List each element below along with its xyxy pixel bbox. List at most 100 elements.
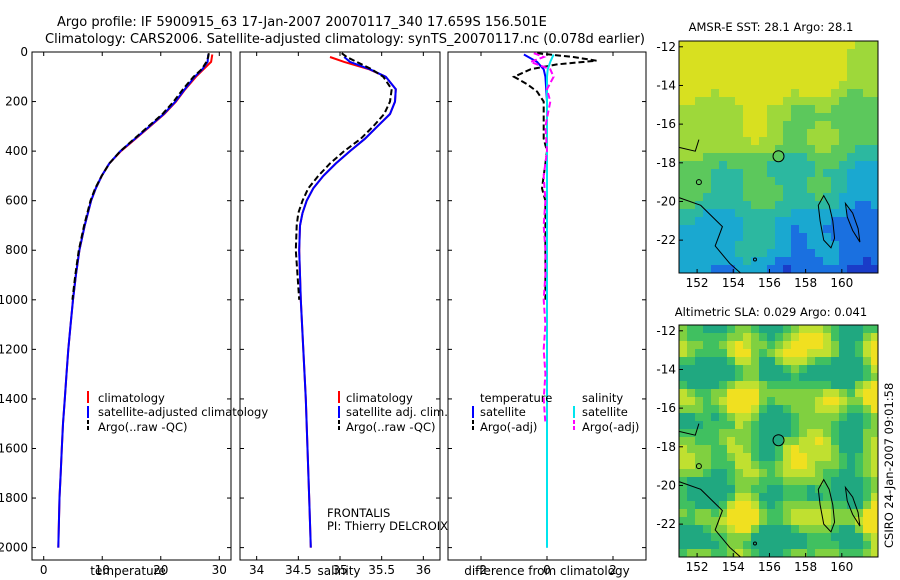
map-cell [687,357,695,365]
legend-label-satellite-adjusted: satellite-adjusted climatology [98,405,268,419]
map-cell [871,105,878,113]
map-cell [815,65,823,73]
map-cell [687,381,695,389]
map-cell [735,137,743,145]
map-cell [735,333,743,341]
map-cell [839,169,847,177]
map-cell [703,421,711,429]
map-cell [759,137,767,145]
map-cell [807,405,815,413]
map-cell [855,437,863,445]
map-cell [799,137,807,145]
map-cell [743,49,751,57]
map-cell [791,129,799,137]
map-cell [831,365,839,373]
map-cell [783,193,791,201]
map-cell [839,509,847,517]
map-cell [711,333,719,341]
map-cell [767,325,775,333]
map-cell [711,349,719,357]
y-tick-label: 1800 [0,491,28,505]
map-cell [751,533,759,541]
map-cell [791,89,799,97]
map-cell [735,145,743,153]
map-cell [735,97,743,105]
map-cell [711,57,719,65]
map-cell [767,257,775,265]
map-cell [735,257,743,265]
legend-label-sal-satellite: satellite [582,405,628,419]
map-cell [855,225,863,233]
map-cell [799,41,807,49]
map-cell [799,241,807,249]
map-cell [687,265,695,273]
map-cell [855,533,863,541]
map-cell [751,501,759,509]
map-cell [759,113,767,121]
map-cell [775,453,783,461]
map-cell [695,437,703,445]
legend-label-sal-argo: Argo(-adj) [582,420,639,434]
map-cell [775,349,783,357]
map-cell [863,121,871,129]
map-cell [839,233,847,241]
map-cell [847,469,855,477]
map-cell [743,81,751,89]
map-cell [839,81,847,89]
map-cell [775,461,783,469]
map-cell [711,73,719,81]
map-cell [855,541,863,549]
legend-label-satellite-adj: satellite adj. clim. [346,405,448,419]
map-cell [807,389,815,397]
map-cell [695,333,703,341]
map-cell [735,113,743,121]
map-cell [775,209,783,217]
map-cell [751,445,759,453]
map-cell [767,153,775,161]
series-climatology [57,54,214,548]
map-cell [823,357,831,365]
map-cell [743,209,751,217]
map-cell [759,437,767,445]
map-cell [759,405,767,413]
map-cell [839,89,847,97]
map-cell [863,81,871,89]
map-cell [839,225,847,233]
y-tick-label: 1400 [0,392,28,406]
map-cell [855,357,863,365]
map-cell [831,105,839,113]
map-cell [767,525,775,533]
map-cell [823,485,831,493]
coastline [678,197,741,274]
map-cell [847,357,855,365]
map-cell [855,429,863,437]
map-cell [759,73,767,81]
map-cell [855,421,863,429]
x-tick-label: 34 [249,563,264,577]
map-cell [735,485,743,493]
map-cell [807,485,815,493]
map-cell [783,381,791,389]
map-cell [719,193,727,201]
map-cell [775,177,783,185]
map-cell [855,241,863,249]
map-cell [815,233,823,241]
map-cell [751,129,759,137]
map-cell [799,65,807,73]
map-cell [695,105,703,113]
map-cell [703,469,711,477]
map-cell [735,341,743,349]
map-cell [759,201,767,209]
map-cell [831,349,839,357]
map-cell [815,249,823,257]
map-cell [799,185,807,193]
map-cell [679,349,687,357]
map-cell [783,365,791,373]
map-cell [799,549,807,557]
y-tick-label: -22 [656,517,676,531]
legend-label-climatology: climatology [346,391,413,405]
map-cell [751,233,759,241]
map-cell [679,177,687,185]
map-cell [679,161,687,169]
